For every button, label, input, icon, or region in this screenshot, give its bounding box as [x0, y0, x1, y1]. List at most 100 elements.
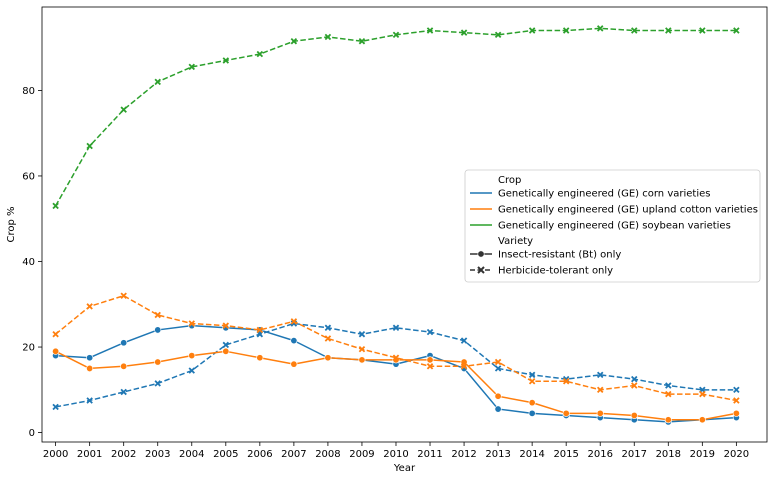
data-point [358, 37, 366, 45]
x-tick-label: 2001 [77, 449, 102, 460]
y-tick-label: 80 [22, 86, 35, 97]
data-point [290, 318, 298, 325]
data-point [426, 363, 434, 370]
data-point [86, 142, 93, 150]
legend-soybean-label: Genetically engineered (GE) soybean vari… [498, 221, 731, 232]
data-point [665, 390, 672, 398]
data-point [324, 33, 332, 41]
data-point [222, 341, 230, 349]
data-point [188, 352, 196, 360]
x-tick-label: 2020 [724, 449, 749, 460]
series-line-corn-insect-resistant [55, 324, 737, 423]
data-point [120, 362, 128, 370]
data-point [392, 354, 400, 361]
data-point [733, 397, 740, 404]
x-tick-label: 2006 [247, 449, 272, 460]
data-point [631, 382, 638, 389]
data-point [358, 356, 366, 364]
x-tick-label: 2019 [690, 449, 715, 460]
data-point [426, 356, 434, 364]
x-tick-label: 2011 [417, 449, 442, 460]
legend-title-crop: Crop [498, 175, 521, 186]
y-tick-label: 40 [22, 257, 35, 268]
series-layer [52, 25, 740, 426]
data-point [222, 322, 230, 329]
data-point [290, 37, 298, 45]
legend-corn-label: Genetically engineered (GE) corn varieti… [498, 189, 710, 200]
data-point [188, 320, 196, 327]
data-point [562, 378, 570, 385]
data-point [256, 354, 264, 362]
data-point [358, 345, 366, 353]
data-point [664, 416, 672, 424]
x-tick-label: 2003 [145, 449, 170, 460]
data-point [733, 386, 740, 394]
data-point [494, 392, 502, 400]
x-tick-label: 2014 [519, 449, 544, 460]
plot-frame [41, 6, 768, 443]
data-point [392, 31, 400, 39]
data-point [494, 358, 502, 366]
data-point [154, 78, 161, 86]
x-tick-label: 2004 [179, 449, 204, 460]
legend: Crop Genetically engineered (GE) corn va… [464, 169, 761, 283]
x-tick-label: 2008 [315, 449, 340, 460]
data-point [120, 388, 127, 396]
data-point [154, 311, 161, 319]
data-point [528, 399, 536, 407]
legend-bt-label: Insect-resistant (Bt) only [498, 250, 621, 261]
data-point [630, 411, 638, 419]
x-axis: 2000 2001 2002 2003 2004 2005 2006 2007 2008 2009… [43, 442, 749, 460]
x-tick-label: 2000 [43, 449, 68, 460]
data-point [222, 347, 230, 355]
x-tick-label: 2015 [553, 449, 578, 460]
x-tick-label: 2016 [587, 449, 612, 460]
data-point [120, 106, 127, 113]
data-point [86, 364, 94, 372]
y-tick-label: 0 [29, 428, 35, 439]
series-line-corn-herbicide-tolerant [55, 322, 737, 408]
data-point [324, 324, 332, 332]
x-tick-label: 2013 [485, 449, 510, 460]
y-tick-label: 20 [22, 343, 35, 354]
data-point [86, 354, 94, 362]
data-point [528, 27, 536, 34]
data-point [494, 365, 502, 372]
data-point [596, 386, 604, 394]
data-point [154, 326, 162, 334]
data-point [358, 330, 366, 338]
data-point [52, 347, 60, 355]
x-tick-label: 2018 [656, 449, 681, 460]
y-axis-label: Crop % [6, 206, 17, 242]
y-axis: 0 20 40 60 80 [22, 86, 42, 439]
series-line-cotton-herbicide-tolerant [55, 294, 737, 402]
data-point [699, 27, 706, 34]
legend-title-variety: Variety [498, 236, 533, 247]
data-point [631, 375, 638, 383]
data-point [494, 405, 502, 413]
data-point [733, 27, 740, 34]
data-point [698, 416, 706, 424]
data-point [665, 27, 672, 34]
x-tick-label: 2007 [281, 449, 306, 460]
series-cotton-insect-resistant [52, 347, 740, 424]
data-point [120, 292, 127, 299]
data-point [188, 63, 196, 71]
data-point [596, 25, 604, 32]
data-point [562, 27, 570, 34]
data-point [52, 403, 59, 411]
data-point [86, 397, 93, 404]
data-point [222, 57, 230, 64]
data-point [665, 382, 672, 389]
data-point [596, 409, 604, 417]
data-point [52, 330, 59, 338]
data-point [631, 27, 638, 34]
data-point [460, 337, 468, 344]
data-point [324, 354, 332, 362]
data-point [256, 50, 264, 58]
data-point [392, 324, 400, 332]
x-tick-label: 2017 [622, 449, 647, 460]
data-point [426, 328, 434, 336]
series-corn-insect-resistant [52, 322, 740, 426]
